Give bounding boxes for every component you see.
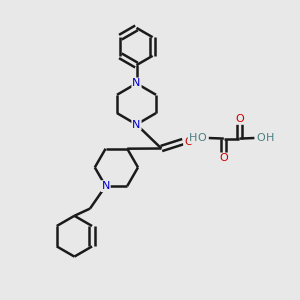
Text: O: O bbox=[256, 133, 266, 143]
Text: N: N bbox=[101, 181, 110, 191]
Text: O: O bbox=[184, 136, 193, 147]
Text: N: N bbox=[132, 78, 141, 88]
Text: O: O bbox=[219, 153, 228, 164]
Text: O: O bbox=[198, 133, 207, 143]
Text: H: H bbox=[266, 133, 275, 143]
Text: O: O bbox=[235, 114, 244, 124]
Text: N: N bbox=[132, 119, 141, 130]
Text: H: H bbox=[189, 133, 197, 143]
